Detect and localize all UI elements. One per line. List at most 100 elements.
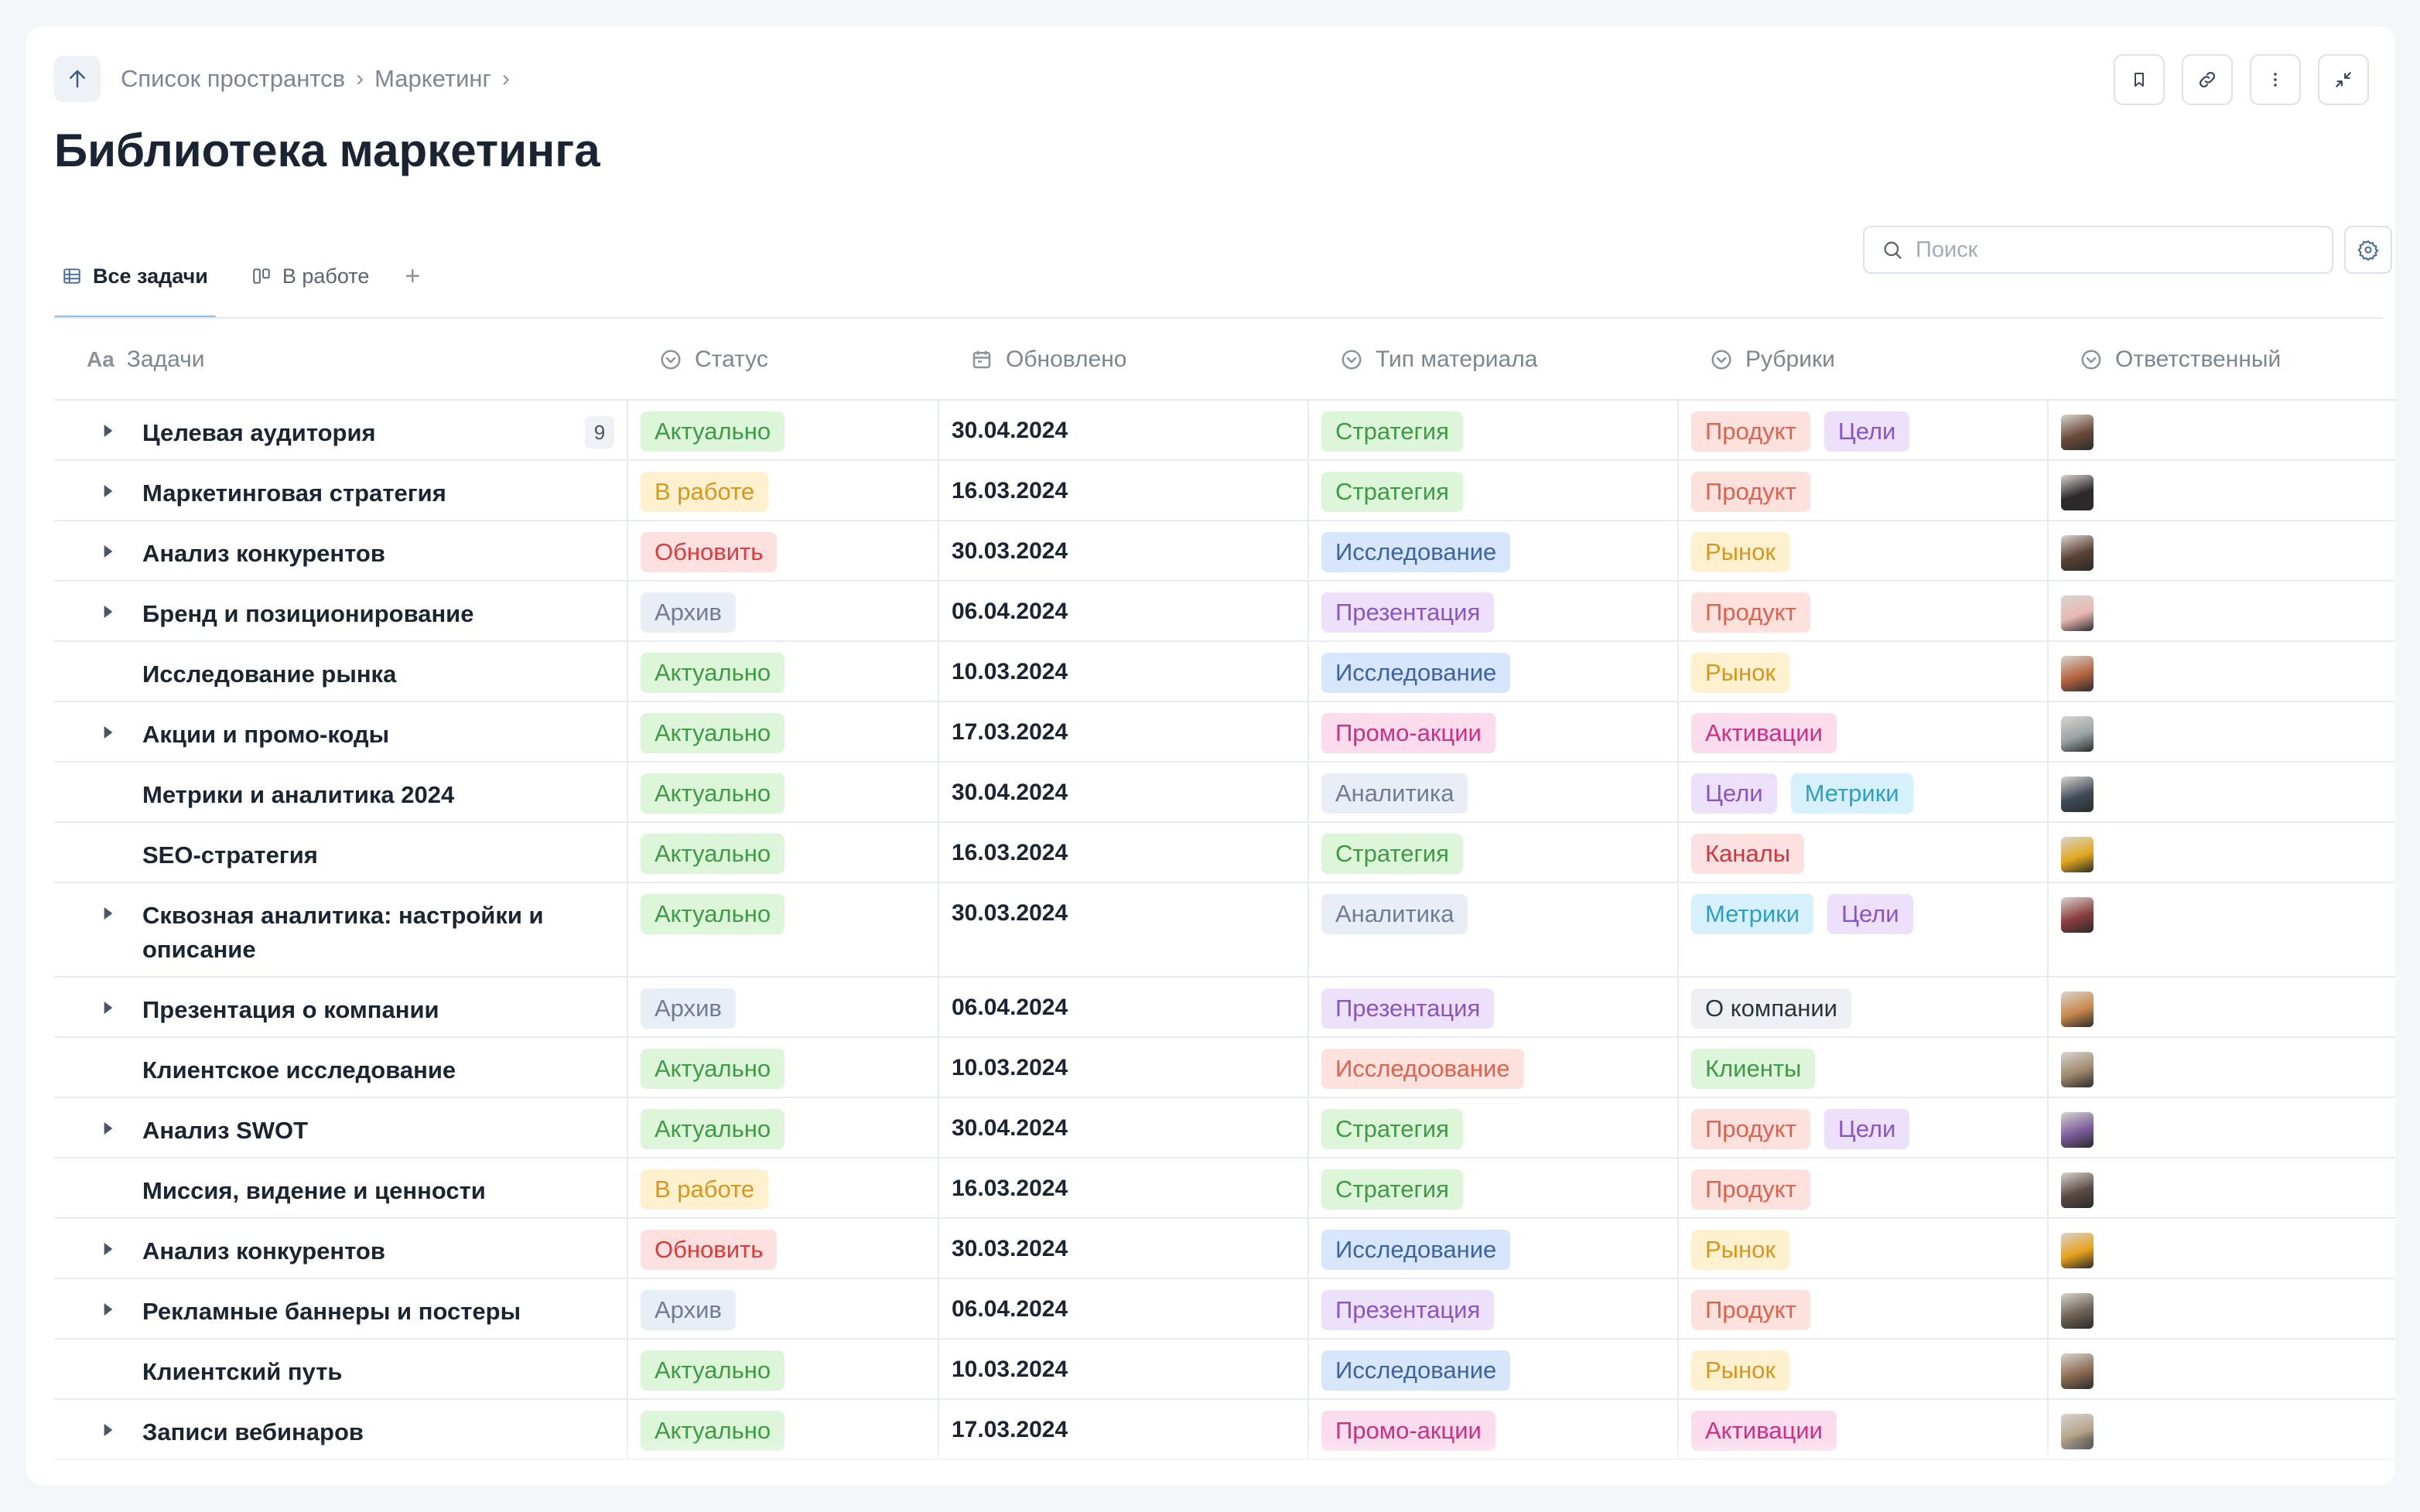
status-cell[interactable]: Обновить xyxy=(628,1219,939,1278)
rubrics-cell[interactable]: Продукт Цели xyxy=(1679,1098,2049,1157)
rubric-tag[interactable]: Цели xyxy=(1691,773,1777,814)
column-header-tasks[interactable]: Aa Задачи xyxy=(54,320,628,399)
rubrics-cell[interactable]: О компании xyxy=(1679,978,2049,1036)
assignee-cell[interactable] xyxy=(2049,1219,2395,1278)
rubric-tag[interactable]: Продукт xyxy=(1691,1290,1810,1330)
assignee-cell[interactable] xyxy=(2049,521,2395,580)
updated-date[interactable]: 10.03.2024 xyxy=(939,1340,1309,1398)
expand-row-button[interactable] xyxy=(93,990,124,1026)
status-cell[interactable]: Актуально xyxy=(628,823,939,882)
column-header-rubrics[interactable]: Рубрики xyxy=(1679,320,2049,399)
updated-date[interactable]: 10.03.2024 xyxy=(939,1038,1309,1097)
status-cell[interactable]: Актуально xyxy=(628,1098,939,1157)
updated-date[interactable]: 16.03.2024 xyxy=(939,461,1309,520)
material-type-cell[interactable]: Аналитика xyxy=(1309,763,1679,821)
rubric-tag[interactable]: Цели xyxy=(1824,1109,1910,1149)
rubrics-cell[interactable]: Продукт xyxy=(1679,582,2049,640)
rubrics-cell[interactable]: Активации xyxy=(1679,702,2049,761)
expand-row-button[interactable] xyxy=(93,715,124,750)
rubrics-cell[interactable]: Цели Метрики xyxy=(1679,763,2049,821)
table-row[interactable]: Исследование рынка Актуально 10.03.2024 Исс… xyxy=(54,642,2395,702)
rubrics-cell[interactable]: Рынок xyxy=(1679,1340,2049,1398)
rubric-tag[interactable]: Метрики xyxy=(1790,773,1913,814)
bookmark-button[interactable] xyxy=(2114,54,2165,105)
material-type-tag[interactable]: Презентация xyxy=(1321,1290,1495,1330)
task-cell[interactable]: Целевая аудитория 9 xyxy=(54,401,628,459)
navigate-up-button[interactable] xyxy=(54,56,101,102)
material-type-tag[interactable]: Исследоование xyxy=(1321,1049,1524,1089)
material-type-cell[interactable]: Исследование xyxy=(1309,1219,1679,1278)
status-cell[interactable]: Актуально xyxy=(628,763,939,821)
assignee-cell[interactable] xyxy=(2049,582,2395,640)
material-type-tag[interactable]: Аналитика xyxy=(1321,773,1468,814)
material-type-cell[interactable]: Стратегия xyxy=(1309,823,1679,882)
assignee-cell[interactable] xyxy=(2049,1279,2395,1338)
task-cell[interactable]: Анализ конкурентов xyxy=(54,521,628,580)
rubric-tag[interactable]: Рынок xyxy=(1691,532,1789,572)
avatar[interactable] xyxy=(2061,596,2094,631)
rubric-tag[interactable]: Рынок xyxy=(1691,653,1789,693)
material-type-cell[interactable]: Исследование xyxy=(1309,521,1679,580)
avatar[interactable] xyxy=(2061,992,2094,1027)
column-header-material-type[interactable]: Тип материала xyxy=(1309,320,1679,399)
table-row[interactable]: Анализ конкурентов Обновить 30.03.2024 Иссл… xyxy=(54,521,2395,582)
expand-row-button[interactable] xyxy=(93,1231,124,1267)
status-cell[interactable]: В работе xyxy=(628,461,939,520)
avatar[interactable] xyxy=(2061,535,2094,571)
material-type-cell[interactable]: Презентация xyxy=(1309,582,1679,640)
status-cell[interactable]: Актуально xyxy=(628,883,939,976)
assignee-cell[interactable] xyxy=(2049,642,2395,701)
assignee-cell[interactable] xyxy=(2049,883,2395,976)
rubrics-cell[interactable]: Рынок xyxy=(1679,642,2049,701)
updated-date[interactable]: 17.03.2024 xyxy=(939,1400,1309,1459)
status-cell[interactable]: Актуально xyxy=(628,1038,939,1097)
status-cell[interactable]: Архив xyxy=(628,582,939,640)
assignee-cell[interactable] xyxy=(2049,978,2395,1036)
rubric-tag[interactable]: Рынок xyxy=(1691,1350,1789,1391)
rubrics-cell[interactable]: Продукт xyxy=(1679,461,2049,520)
updated-date[interactable]: 06.04.2024 xyxy=(939,582,1309,640)
table-row[interactable]: SEO-стратегия Актуально 16.03.2024 Стратеги… xyxy=(54,823,2395,883)
column-header-status[interactable]: Статус xyxy=(628,320,939,399)
assignee-cell[interactable] xyxy=(2049,401,2395,459)
updated-date[interactable]: 06.04.2024 xyxy=(939,978,1309,1036)
task-cell[interactable]: Клиентский путь xyxy=(54,1340,628,1398)
tab-all-tasks[interactable]: Все задачи xyxy=(54,234,216,319)
table-row[interactable]: Презентация о компании Архив 06.04.2024 Пре… xyxy=(54,978,2395,1038)
material-type-cell[interactable]: Стратегия xyxy=(1309,401,1679,459)
table-row[interactable]: Маркетинговая стратегия В работе 16.03.202… xyxy=(54,461,2395,521)
assignee-cell[interactable] xyxy=(2049,1159,2395,1217)
material-type-cell[interactable]: Исследование xyxy=(1309,642,1679,701)
rubrics-cell[interactable]: Продукт Цели xyxy=(1679,401,2049,459)
status-badge[interactable]: В работе xyxy=(641,472,769,512)
breadcrumb-spaces-link[interactable]: Список пространтсв xyxy=(121,65,346,92)
more-menu-button[interactable] xyxy=(2250,54,2301,105)
task-cell[interactable]: Метрики и аналитика 2024 xyxy=(54,763,628,821)
status-badge[interactable]: Актуально xyxy=(641,834,785,874)
material-type-tag[interactable]: Стратегия xyxy=(1321,834,1463,874)
updated-date[interactable]: 10.03.2024 xyxy=(939,642,1309,701)
rubric-tag[interactable]: Клиенты xyxy=(1691,1049,1816,1089)
status-cell[interactable]: Актуально xyxy=(628,702,939,761)
avatar[interactable] xyxy=(2061,415,2094,450)
avatar[interactable] xyxy=(2061,656,2094,691)
avatar[interactable] xyxy=(2061,716,2094,752)
avatar[interactable] xyxy=(2061,1233,2094,1268)
avatar[interactable] xyxy=(2061,1172,2094,1208)
avatar[interactable] xyxy=(2061,475,2094,510)
material-type-tag[interactable]: Стратегия xyxy=(1321,1109,1463,1149)
status-badge[interactable]: Обновить xyxy=(641,532,778,572)
material-type-tag[interactable]: Исследование xyxy=(1321,1350,1511,1391)
table-row[interactable]: Метрики и аналитика 2024 Актуально 30.04.2… xyxy=(54,763,2395,823)
status-cell[interactable]: Обновить xyxy=(628,521,939,580)
status-badge[interactable]: Актуально xyxy=(641,713,785,753)
material-type-cell[interactable]: Стратегия xyxy=(1309,1159,1679,1217)
table-row[interactable]: Клиентский путь Актуально 10.03.2024 Исслед… xyxy=(54,1340,2395,1400)
table-row[interactable]: Рекламные баннеры и постеры Архив 06.04.20… xyxy=(54,1279,2395,1340)
assignee-cell[interactable] xyxy=(2049,1038,2395,1097)
task-cell[interactable]: Бренд и позиционирование xyxy=(54,582,628,640)
rubric-tag[interactable]: Цели xyxy=(1824,411,1910,452)
updated-date[interactable]: 16.03.2024 xyxy=(939,823,1309,882)
status-cell[interactable]: Актуально xyxy=(628,401,939,459)
material-type-cell[interactable]: Презентация xyxy=(1309,978,1679,1036)
